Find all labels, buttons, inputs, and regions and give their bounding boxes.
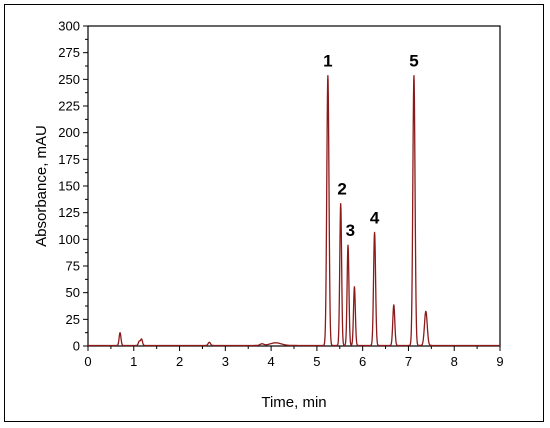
y-tick-label: 125 <box>58 205 80 220</box>
peak-label: 1 <box>323 52 332 71</box>
y-tick-label: 75 <box>66 259 80 274</box>
peak-label: 3 <box>346 221 355 240</box>
y-axis-label: Absorbance, mAU <box>33 125 50 247</box>
y-tick-label: 175 <box>58 152 80 167</box>
peak-annotations: 1 2 34 5 <box>323 52 419 241</box>
peak-label: 5 <box>409 52 418 71</box>
y-tick-label: 250 <box>58 72 80 87</box>
x-tick-label: 3 <box>222 354 229 369</box>
chromatogram-trace <box>87 74 501 347</box>
y-tick-label: 200 <box>58 125 80 140</box>
y-tick-label: 25 <box>66 312 80 327</box>
y-tick-label: 300 <box>58 19 80 34</box>
plot-area <box>87 25 501 347</box>
y-tick-label: 50 <box>66 285 80 300</box>
chart-frame <box>4 4 544 422</box>
y-tick-label: 275 <box>58 45 80 60</box>
x-tick-label: 9 <box>496 354 503 369</box>
peak-label: 4 <box>370 208 380 227</box>
x-tick-label: 4 <box>267 354 274 369</box>
y-tick-label: 150 <box>58 179 80 194</box>
y-tick-label: 100 <box>58 232 80 247</box>
x-tick-label: 5 <box>313 354 320 369</box>
x-tick-label: 2 <box>176 354 183 369</box>
x-axis-ticks: 0 1 2 3 4 5 6 7 8 9 <box>84 346 504 369</box>
y-axis-ticks: 0 25 50 75 100 125 150 175 200 225 250 275 300 <box>58 19 88 354</box>
x-tick-label: 8 <box>451 354 458 369</box>
x-tick-label: 0 <box>84 354 91 369</box>
y-tick-label: 0 <box>73 339 80 354</box>
y-tick-label: 225 <box>58 99 80 114</box>
peak-label: 2 <box>337 180 346 199</box>
x-tick-label: 7 <box>405 354 412 369</box>
x-tick-label: 6 <box>359 354 366 369</box>
x-axis-label: Time, min <box>261 394 326 411</box>
x-tick-label: 1 <box>130 354 137 369</box>
